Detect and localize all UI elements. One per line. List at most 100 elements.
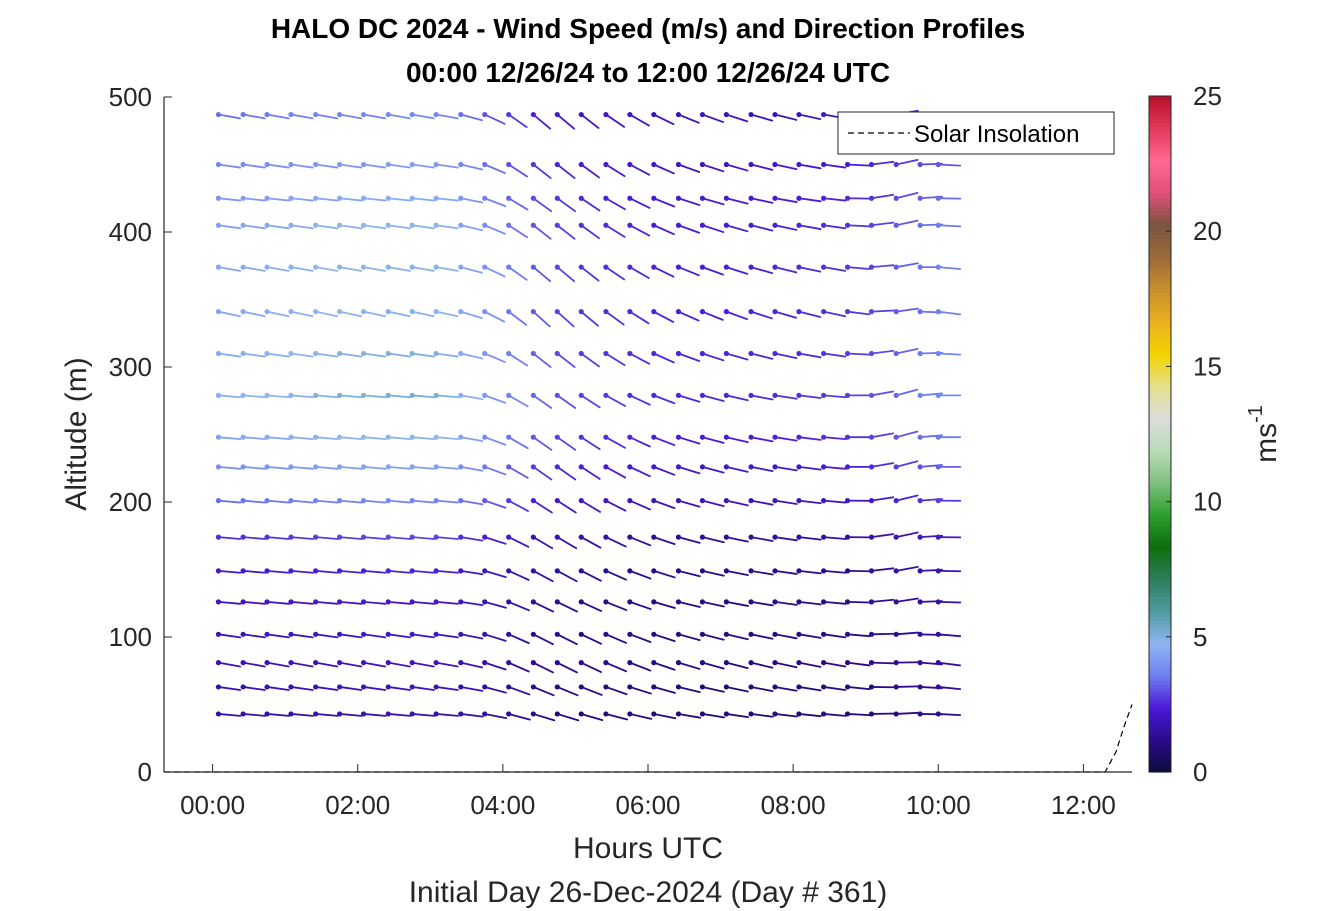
colorbar-band xyxy=(1149,322,1171,327)
wind-barb-dot xyxy=(699,498,706,504)
wind-barb xyxy=(798,499,822,505)
wind-barb xyxy=(338,224,363,230)
wind-barb-dot xyxy=(675,350,682,357)
wind-barb-dot xyxy=(917,264,923,270)
wind-barb-dot xyxy=(313,350,319,357)
wind-barb xyxy=(937,224,962,228)
wind-barb-dot xyxy=(748,392,754,398)
colorbar-band xyxy=(1149,616,1171,621)
colorbar-band xyxy=(1149,670,1171,675)
wind-barb xyxy=(362,465,387,470)
wind-barb xyxy=(725,633,749,641)
colorbar-band xyxy=(1149,488,1171,493)
wind-barb xyxy=(846,310,871,316)
wind-barb xyxy=(677,394,701,403)
wind-barb xyxy=(701,266,724,276)
colorbar-band xyxy=(1149,400,1171,405)
wind-barb xyxy=(556,224,576,240)
colorbar-band xyxy=(1149,450,1171,455)
wind-barb-dot xyxy=(627,222,633,228)
colorbar-band xyxy=(1149,126,1171,131)
wind-barb-dot xyxy=(917,350,923,357)
wind-barb xyxy=(387,633,411,639)
wind-barb-dot xyxy=(868,568,875,574)
wind-barb xyxy=(459,569,484,576)
wind-barb-dot xyxy=(772,195,778,201)
wind-barb xyxy=(628,197,651,209)
colorbar-band xyxy=(1149,555,1171,560)
wind-barb-dot xyxy=(821,161,827,168)
wind-barb xyxy=(338,197,363,202)
wind-barb-dot xyxy=(433,568,439,574)
wind-barb xyxy=(242,163,266,169)
wind-barb xyxy=(937,266,962,270)
wind-barb-dot xyxy=(554,392,560,398)
wind-barb-dot xyxy=(844,392,851,398)
wind-barb xyxy=(411,661,435,668)
wind-barb-dot xyxy=(530,222,536,228)
wind-barb-dot xyxy=(748,264,754,270)
wind-barb xyxy=(556,633,578,646)
wind-barb-dot xyxy=(675,568,682,574)
wind-barb xyxy=(338,601,363,605)
colorbar-band xyxy=(1149,342,1171,347)
colorbar-band xyxy=(1149,241,1171,246)
wind-barb xyxy=(822,163,847,169)
wind-barb xyxy=(507,197,529,211)
wind-barb xyxy=(459,713,484,718)
wind-barb-dot xyxy=(935,350,941,357)
wind-barb-dot xyxy=(844,498,851,504)
wind-barb xyxy=(459,686,484,692)
wind-barb-dot xyxy=(506,568,512,574)
wind-barb-dot xyxy=(772,111,778,118)
colorbar-band xyxy=(1149,268,1171,273)
wind-barb xyxy=(937,713,962,717)
wind-barb-dot xyxy=(723,534,729,540)
colorbar-band xyxy=(1149,261,1171,266)
wind-barb xyxy=(798,633,822,639)
wind-barb-dot xyxy=(458,392,464,398)
wind-barb xyxy=(338,633,363,639)
wind-barb xyxy=(435,465,459,470)
wind-barb xyxy=(242,436,266,441)
wind-barb-dot xyxy=(796,264,802,270)
wind-barb xyxy=(411,352,435,358)
colorbar-band xyxy=(1149,609,1171,614)
wind-barb-dot xyxy=(385,392,391,398)
wind-barb xyxy=(870,632,895,636)
wind-barb xyxy=(507,601,530,612)
wind-barb-dot xyxy=(578,464,584,470)
wind-barb-dot xyxy=(554,534,560,540)
x-tick-label: 00:00 xyxy=(180,790,245,820)
wind-barb-dot xyxy=(723,309,729,315)
wind-barb xyxy=(459,394,484,401)
wind-barb xyxy=(774,601,798,606)
colorbar-band xyxy=(1149,447,1171,452)
wind-barb-dot xyxy=(627,631,633,637)
wind-barb xyxy=(846,224,871,228)
wind-barb xyxy=(846,352,871,356)
colorbar-band xyxy=(1149,650,1171,655)
wind-barb-dot xyxy=(675,498,682,504)
wind-barb xyxy=(774,224,798,231)
colorbar-band xyxy=(1149,744,1171,749)
colorbar-band xyxy=(1149,586,1171,591)
wind-barb-dot xyxy=(215,568,222,574)
wind-barb xyxy=(387,197,412,202)
wind-barb xyxy=(507,633,530,645)
wind-barb xyxy=(483,686,507,694)
wind-barb-dot xyxy=(215,309,222,315)
wind-barb-dot xyxy=(935,534,941,540)
wind-barb xyxy=(895,307,919,313)
wind-barb-dot xyxy=(337,195,343,201)
wind-barb-dot xyxy=(821,392,827,398)
wind-barb-dot xyxy=(868,498,875,504)
wind-barb-dot xyxy=(578,534,584,540)
wind-barb xyxy=(725,224,749,233)
wind-barb-dot xyxy=(844,568,851,574)
wind-barb-dot xyxy=(506,464,512,470)
wind-barb xyxy=(846,266,871,270)
wind-barb xyxy=(870,160,895,166)
wind-barb-dot xyxy=(699,309,706,315)
wind-barb xyxy=(652,499,676,510)
